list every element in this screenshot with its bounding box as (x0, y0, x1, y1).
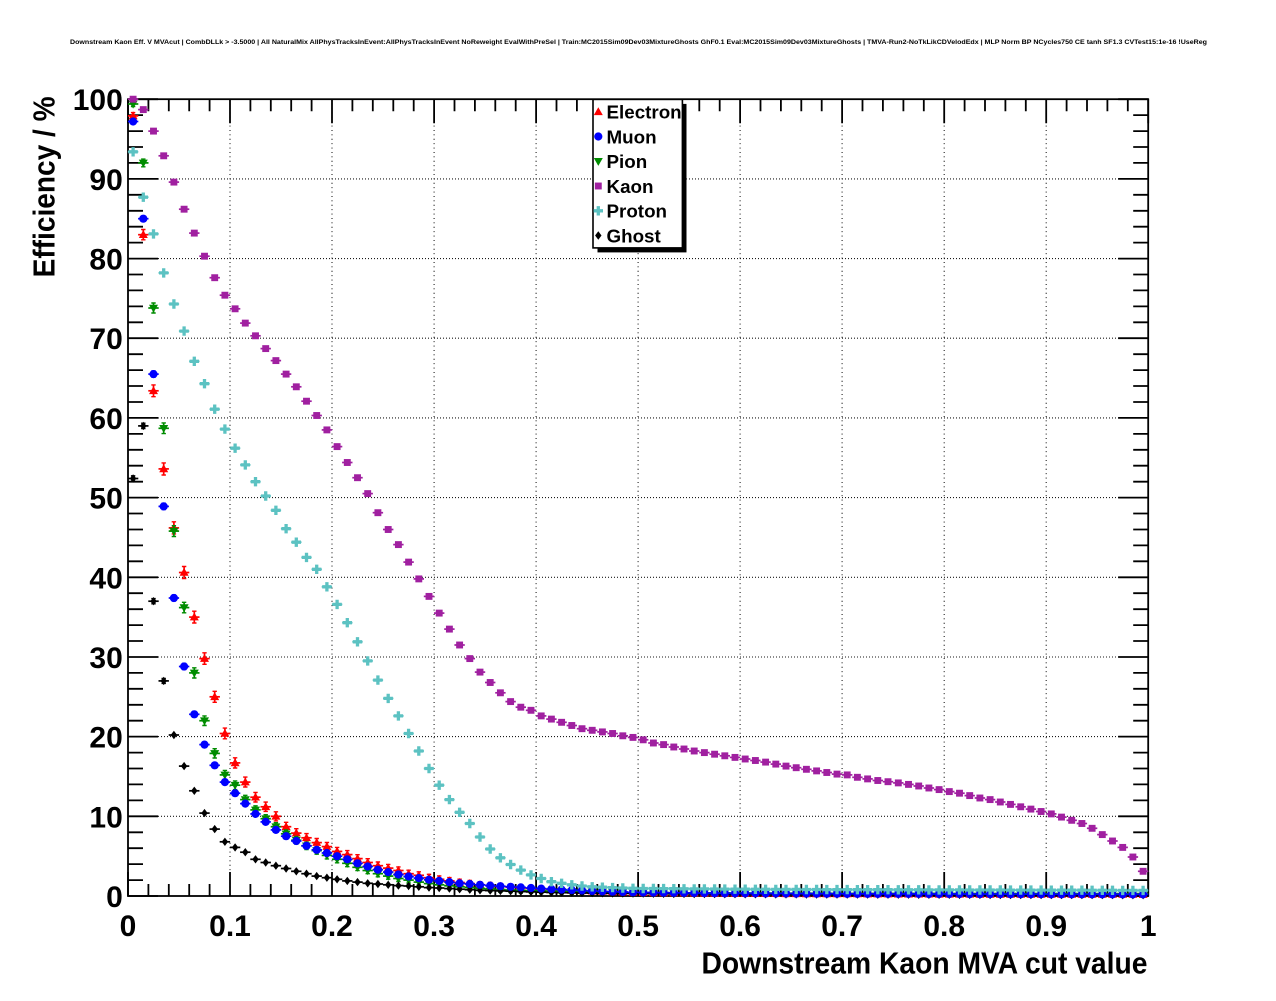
svg-text:100: 100 (73, 84, 123, 117)
svg-text:50: 50 (89, 483, 122, 516)
svg-text:0.6: 0.6 (719, 910, 761, 943)
svg-text:40: 40 (89, 562, 122, 595)
svg-text:Pion: Pion (607, 151, 648, 172)
svg-text:0.4: 0.4 (515, 910, 557, 943)
svg-text:70: 70 (89, 323, 122, 356)
svg-text:0.9: 0.9 (1025, 910, 1067, 943)
svg-text:80: 80 (89, 244, 122, 277)
svg-text:0.2: 0.2 (311, 910, 353, 943)
svg-text:Ghost: Ghost (607, 225, 662, 246)
svg-text:0.1: 0.1 (209, 910, 251, 943)
svg-text:60: 60 (89, 403, 122, 436)
svg-text:1: 1 (1140, 910, 1157, 943)
svg-text:0.3: 0.3 (413, 910, 455, 943)
svg-text:0: 0 (106, 881, 123, 914)
svg-text:0.8: 0.8 (923, 910, 965, 943)
svg-text:Efficiency / %: Efficiency / % (27, 96, 62, 277)
svg-text:0.5: 0.5 (617, 910, 659, 943)
svg-text:Proton: Proton (607, 201, 668, 222)
svg-text:10: 10 (89, 801, 122, 834)
svg-text:0.7: 0.7 (821, 910, 863, 943)
svg-text:Downstream Kaon MVA cut value: Downstream Kaon MVA cut value (702, 946, 1148, 981)
svg-text:Kaon: Kaon (607, 176, 654, 197)
svg-text:90: 90 (89, 164, 122, 197)
svg-text:Muon: Muon (607, 126, 657, 147)
svg-text:0: 0 (120, 910, 137, 943)
svg-text:30: 30 (89, 642, 122, 675)
svg-text:Downstream Kaon Eff. V MVAcut: Downstream Kaon Eff. V MVAcut | CombDLLk… (70, 39, 1207, 46)
svg-text:Electron: Electron (607, 102, 682, 123)
svg-text:20: 20 (89, 722, 122, 755)
